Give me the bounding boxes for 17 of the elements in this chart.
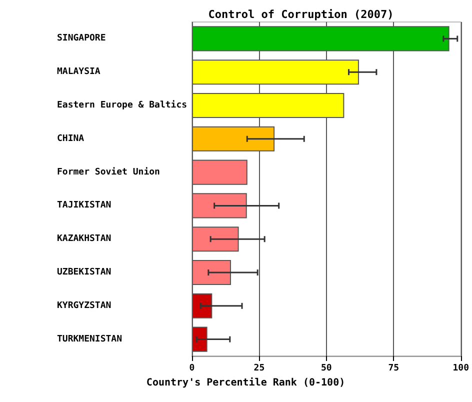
x-axis-title: Country's Percentile Rank (0-100) — [146, 376, 346, 388]
chart-title: Control of Corruption (2007) — [208, 8, 394, 21]
x-tick-label: 25 — [254, 364, 265, 374]
x-tick-label: 100 — [452, 364, 470, 374]
y-tick-label: TURKMENISTAN — [57, 334, 122, 344]
y-tick-label: KAZAKHSTAN — [57, 234, 112, 244]
y-tick-label: Former Soviet Union — [57, 166, 160, 178]
y-tick-label: KYRGYZSTAN — [57, 300, 112, 311]
x-tick-label: 75 — [388, 364, 400, 374]
y-tick-label: MALAYSIA — [57, 67, 101, 78]
y-tick-label: UZBEKISTAN — [57, 268, 112, 278]
x-tick-label: 50 — [321, 364, 332, 374]
y-tick-label: TAJIKISTAN — [57, 200, 112, 211]
y-tick-label: CHINA — [57, 134, 85, 144]
x-tick-label: 0 — [189, 364, 195, 374]
y-tick-label: Eastern Europe & Baltics — [57, 100, 188, 110]
y-tick-label: SINGAPORE — [57, 34, 106, 44]
